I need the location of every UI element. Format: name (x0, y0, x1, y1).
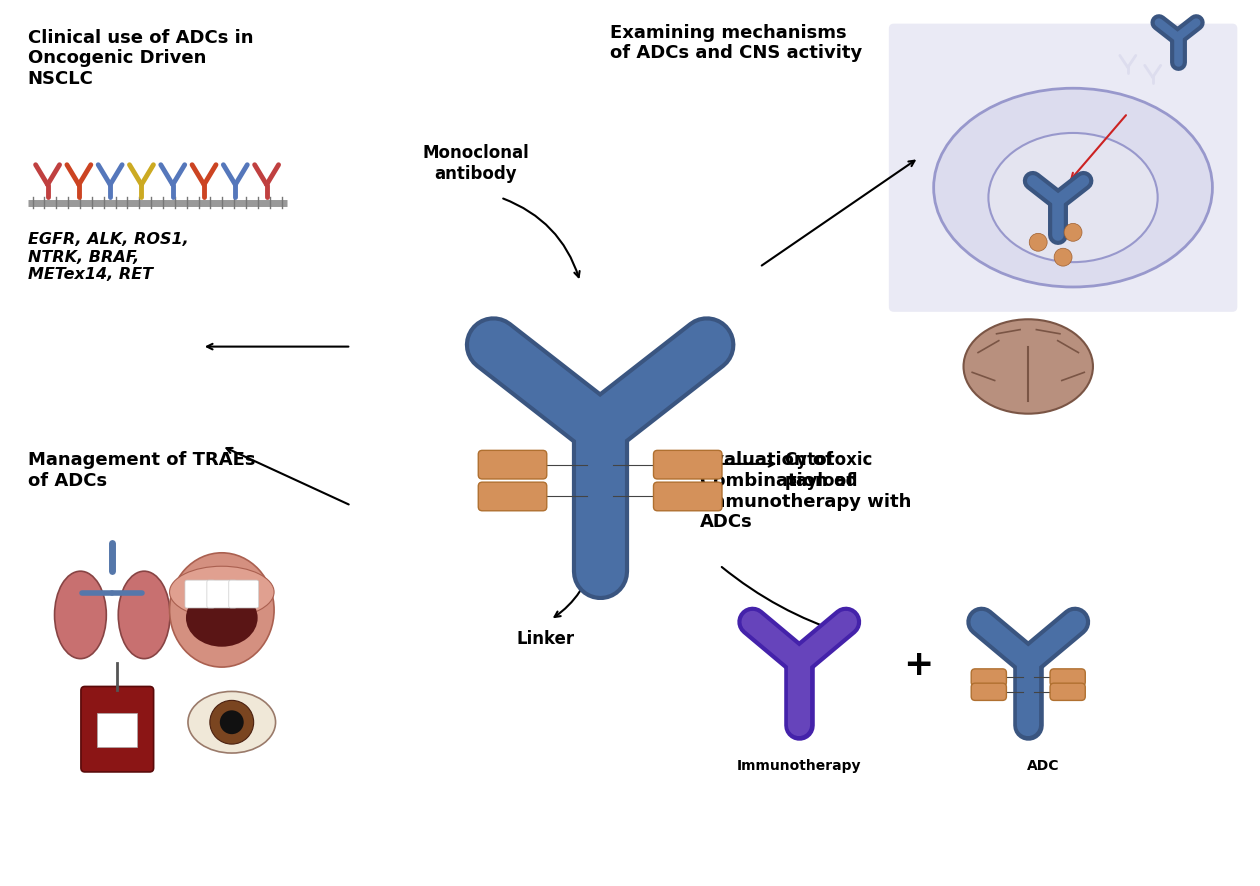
FancyBboxPatch shape (81, 687, 154, 772)
FancyBboxPatch shape (229, 580, 258, 608)
Text: Evaluation of
Combination of
Immunotherapy with
ADCs: Evaluation of Combination of Immunothera… (699, 451, 911, 532)
Ellipse shape (188, 691, 276, 753)
FancyBboxPatch shape (479, 450, 547, 479)
FancyBboxPatch shape (185, 580, 215, 608)
Text: Examining mechanisms
of ADCs and CNS activity: Examining mechanisms of ADCs and CNS act… (610, 24, 862, 62)
Text: Clinical use of ADCs in
Oncogenic Driven
NSCLC: Clinical use of ADCs in Oncogenic Driven… (28, 28, 253, 89)
Text: +: + (903, 648, 934, 681)
FancyBboxPatch shape (207, 580, 237, 608)
Bar (97, 713, 137, 747)
FancyBboxPatch shape (479, 482, 547, 510)
Ellipse shape (934, 89, 1212, 287)
FancyBboxPatch shape (971, 669, 1007, 686)
Ellipse shape (54, 571, 106, 658)
FancyBboxPatch shape (1050, 669, 1085, 686)
Text: Monoclonal
antibody: Monoclonal antibody (422, 144, 529, 183)
Text: EGFR, ALK, ROS1,
NTRK, BRAF,
METex14, RET: EGFR, ALK, ROS1, NTRK, BRAF, METex14, RE… (28, 232, 189, 282)
Ellipse shape (988, 133, 1158, 262)
Circle shape (1055, 248, 1072, 266)
FancyBboxPatch shape (654, 450, 722, 479)
Text: Immunotherapy: Immunotherapy (737, 759, 862, 773)
Ellipse shape (186, 589, 257, 647)
FancyBboxPatch shape (888, 24, 1237, 312)
Circle shape (1029, 233, 1047, 252)
Text: Cytotoxic
payload: Cytotoxic payload (784, 452, 873, 490)
FancyBboxPatch shape (1050, 683, 1085, 701)
FancyBboxPatch shape (654, 482, 722, 510)
Circle shape (210, 700, 253, 744)
Ellipse shape (170, 566, 275, 618)
Text: Linker: Linker (517, 630, 575, 648)
Text: ADC: ADC (1027, 759, 1060, 773)
Ellipse shape (964, 319, 1092, 414)
Circle shape (1065, 223, 1082, 241)
Ellipse shape (118, 571, 170, 658)
Circle shape (219, 711, 243, 734)
Text: Management of TRAEs
of ADCs: Management of TRAEs of ADCs (28, 451, 256, 490)
Ellipse shape (170, 553, 275, 667)
FancyBboxPatch shape (971, 683, 1007, 701)
